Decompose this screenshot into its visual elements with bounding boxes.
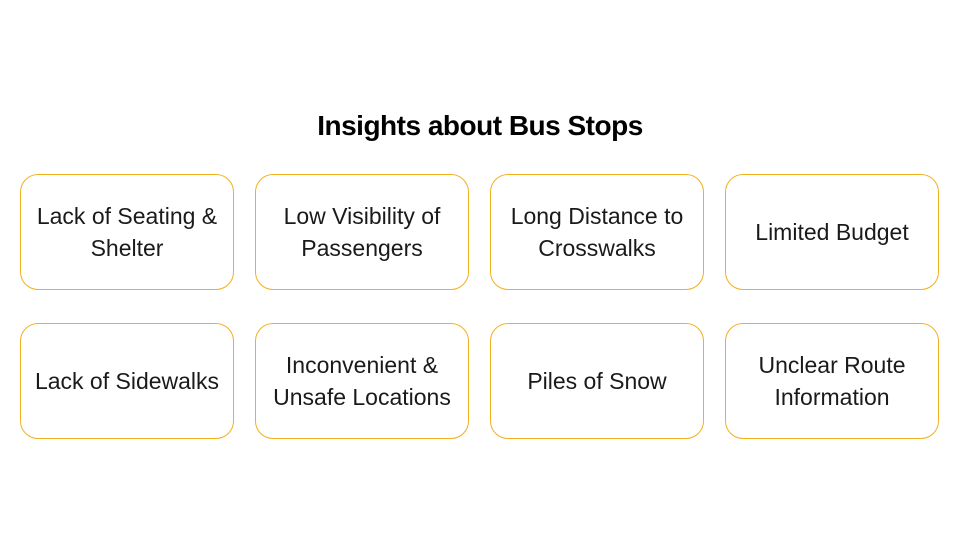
insight-card-label: Inconvenient & Unsafe Locations [273, 352, 451, 410]
insight-card-unsafe-locations: Inconvenient & Unsafe Locations [255, 323, 469, 439]
slide-title: Insights about Bus Stops [317, 110, 643, 141]
insight-card-crosswalk-distance: Long Distance to Crosswalks [490, 174, 704, 290]
insight-card-route-information: Unclear Route Information [725, 323, 939, 439]
insight-card-label: Piles of Snow [527, 368, 667, 394]
insight-card-limited-budget: Limited Budget [725, 174, 939, 290]
insight-card-label: Low Visibility of Passengers [283, 203, 441, 261]
insight-card-sidewalks: Lack of Sidewalks [20, 323, 234, 439]
insight-card-label: Limited Budget [755, 219, 909, 245]
insights-grid: Lack of Seating & Shelter Low Visibility… [20, 174, 940, 439]
insight-card-passenger-visibility: Low Visibility of Passengers [255, 174, 469, 290]
insight-card-label: Lack of Sidewalks [34, 368, 220, 394]
insight-card-snow-piles: Piles of Snow [490, 323, 704, 439]
insight-card-label: Unclear Route Information [758, 352, 906, 410]
insight-card-label: Long Distance to Crosswalks [510, 203, 684, 261]
insight-card-label: Lack of Seating & Shelter [36, 203, 218, 261]
insight-card-seating-shelter: Lack of Seating & Shelter [20, 174, 234, 290]
